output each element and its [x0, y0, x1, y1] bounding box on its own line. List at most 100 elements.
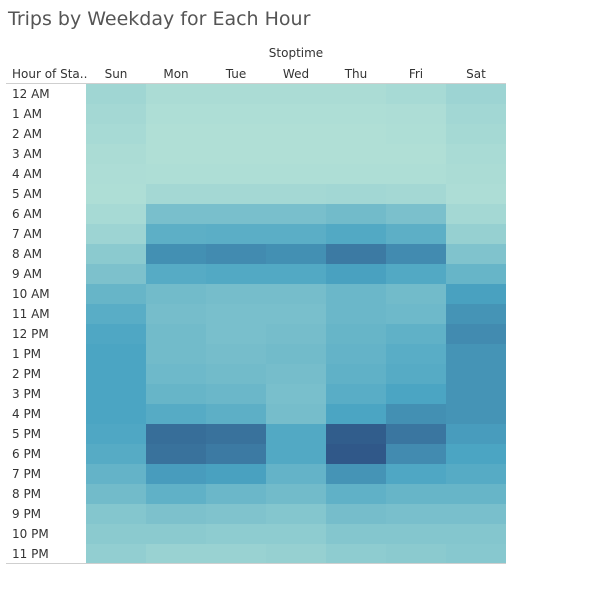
heatmap-cell-mon-4am: [146, 164, 206, 184]
heatmap-cell-mon-5pm: [146, 424, 206, 444]
heatmap-cell-sun-4pm: [86, 404, 146, 424]
heatmap-cell-tue-12am: [206, 84, 266, 104]
heatmap-cell-wed-4pm: [266, 404, 326, 424]
row-label-7am: 7 AM: [12, 227, 43, 241]
row-label-1am: 1 AM: [12, 107, 43, 121]
heatmap-cell-mon-6pm: [146, 444, 206, 464]
heatmap-cell-fri-2am: [386, 124, 446, 144]
heatmap-cell-sun-5pm: [86, 424, 146, 444]
heatmap-cell-tue-8am: [206, 244, 266, 264]
heatmap-cell-mon-12pm: [146, 324, 206, 344]
heatmap-cell-tue-10pm: [206, 524, 266, 544]
heatmap-cell-tue-7am: [206, 224, 266, 244]
heatmap-cell-thu-12am: [326, 84, 386, 104]
heatmap-cell-fri-12pm: [386, 324, 446, 344]
heatmap-cell-thu-3pm: [326, 384, 386, 404]
heatmap-cell-sat-12am: [446, 84, 506, 104]
heatmap-cell-thu-7am: [326, 224, 386, 244]
row-label-6am: 6 AM: [12, 207, 43, 221]
heatmap-cell-sun-12pm: [86, 324, 146, 344]
heatmap-cell-sun-11pm: [86, 544, 146, 564]
heatmap-cell-tue-11pm: [206, 544, 266, 564]
heatmap-cell-sun-4am: [86, 164, 146, 184]
heatmap-cell-wed-8pm: [266, 484, 326, 504]
heatmap-cell-wed-1pm: [266, 344, 326, 364]
heatmap-cell-wed-1am: [266, 104, 326, 124]
heatmap-cell-tue-3pm: [206, 384, 266, 404]
heatmap-cell-fri-8am: [386, 244, 446, 264]
heatmap-cell-sat-6am: [446, 204, 506, 224]
heatmap-cell-wed-3am: [266, 144, 326, 164]
heatmap-cell-tue-10am: [206, 284, 266, 304]
row-label-10am: 10 AM: [12, 287, 50, 301]
heatmap-cell-sun-1pm: [86, 344, 146, 364]
heatmap-cell-fri-1pm: [386, 344, 446, 364]
heatmap-cell-mon-2pm: [146, 364, 206, 384]
heatmap-cell-sun-11am: [86, 304, 146, 324]
heatmap-cell-sat-7pm: [446, 464, 506, 484]
heatmap-cell-mon-3pm: [146, 384, 206, 404]
row-label-5pm: 5 PM: [12, 427, 42, 441]
heatmap-cell-tue-8pm: [206, 484, 266, 504]
row-labels: 12 AM 1 AM 2 AM 3 AM 4 AM 5 AM 6 AM 7 AM…: [12, 84, 84, 564]
bottom-divider: [6, 563, 506, 564]
heatmap-cell-sun-8am: [86, 244, 146, 264]
heatmap-cell-mon-3am: [146, 144, 206, 164]
heatmap-cell-wed-10am: [266, 284, 326, 304]
row-label-4pm: 4 PM: [12, 407, 42, 421]
heatmap-cell-thu-5pm: [326, 424, 386, 444]
row-label-12am: 12 AM: [12, 87, 50, 101]
heatmap-cell-thu-8am: [326, 244, 386, 264]
heatmap-cell-fri-1am: [386, 104, 446, 124]
heatmap-cell-tue-12pm: [206, 324, 266, 344]
heatmap-cell-thu-11pm: [326, 544, 386, 564]
heatmap-cell-thu-7pm: [326, 464, 386, 484]
heatmap-cell-tue-5pm: [206, 424, 266, 444]
heatmap-cell-wed-6am: [266, 204, 326, 224]
heatmap-cell-fri-7pm: [386, 464, 446, 484]
heatmap-cell-sun-3pm: [86, 384, 146, 404]
heatmap-cell-mon-10pm: [146, 524, 206, 544]
heatmap-cell-mon-9am: [146, 264, 206, 284]
heatmap-cell-sun-1am: [86, 104, 146, 124]
heatmap-cell-thu-3am: [326, 144, 386, 164]
heatmap-cell-thu-8pm: [326, 484, 386, 504]
heatmap-cell-wed-2am: [266, 124, 326, 144]
row-label-11pm: 11 PM: [12, 547, 49, 561]
heatmap-cell-fri-5am: [386, 184, 446, 204]
heatmap-cell-sat-7am: [446, 224, 506, 244]
row-label-6pm: 6 PM: [12, 447, 42, 461]
heatmap-cell-fri-6pm: [386, 444, 446, 464]
heatmap-cell-sun-5am: [86, 184, 146, 204]
heatmap-cell-wed-11am: [266, 304, 326, 324]
heatmap-cell-sat-2pm: [446, 364, 506, 384]
heatmap-cell-fri-4pm: [386, 404, 446, 424]
heatmap-cell-thu-9pm: [326, 504, 386, 524]
heatmap-cell-mon-12am: [146, 84, 206, 104]
heatmap-cell-sat-3am: [446, 144, 506, 164]
heatmap-cell-mon-6am: [146, 204, 206, 224]
heatmap-cell-sat-10pm: [446, 524, 506, 544]
heatmap-cell-thu-9am: [326, 264, 386, 284]
row-label-7pm: 7 PM: [12, 467, 42, 481]
heatmap-cell-sat-8am: [446, 244, 506, 264]
heatmap-cell-wed-7am: [266, 224, 326, 244]
row-label-4am: 4 AM: [12, 167, 43, 181]
row-label-3am: 3 AM: [12, 147, 43, 161]
heatmap-cell-thu-4am: [326, 164, 386, 184]
heatmap-cell-tue-2am: [206, 124, 266, 144]
heatmap-cell-mon-1am: [146, 104, 206, 124]
row-label-1pm: 1 PM: [12, 347, 42, 361]
heatmap-cell-fri-3pm: [386, 384, 446, 404]
column-label-tue: Tue: [225, 67, 247, 81]
heatmap-cell-tue-6am: [206, 204, 266, 224]
heatmap-cell-tue-11am: [206, 304, 266, 324]
heatmap-cell-fri-9pm: [386, 504, 446, 524]
heatmap-cell-mon-7pm: [146, 464, 206, 484]
heatmap-cell-sun-10am: [86, 284, 146, 304]
row-label-5am: 5 AM: [12, 187, 43, 201]
heatmap-cell-fri-10am: [386, 284, 446, 304]
heatmap-cell-thu-10pm: [326, 524, 386, 544]
heatmap-cell-fri-11am: [386, 304, 446, 324]
heatmap-cell-sun-6am: [86, 204, 146, 224]
